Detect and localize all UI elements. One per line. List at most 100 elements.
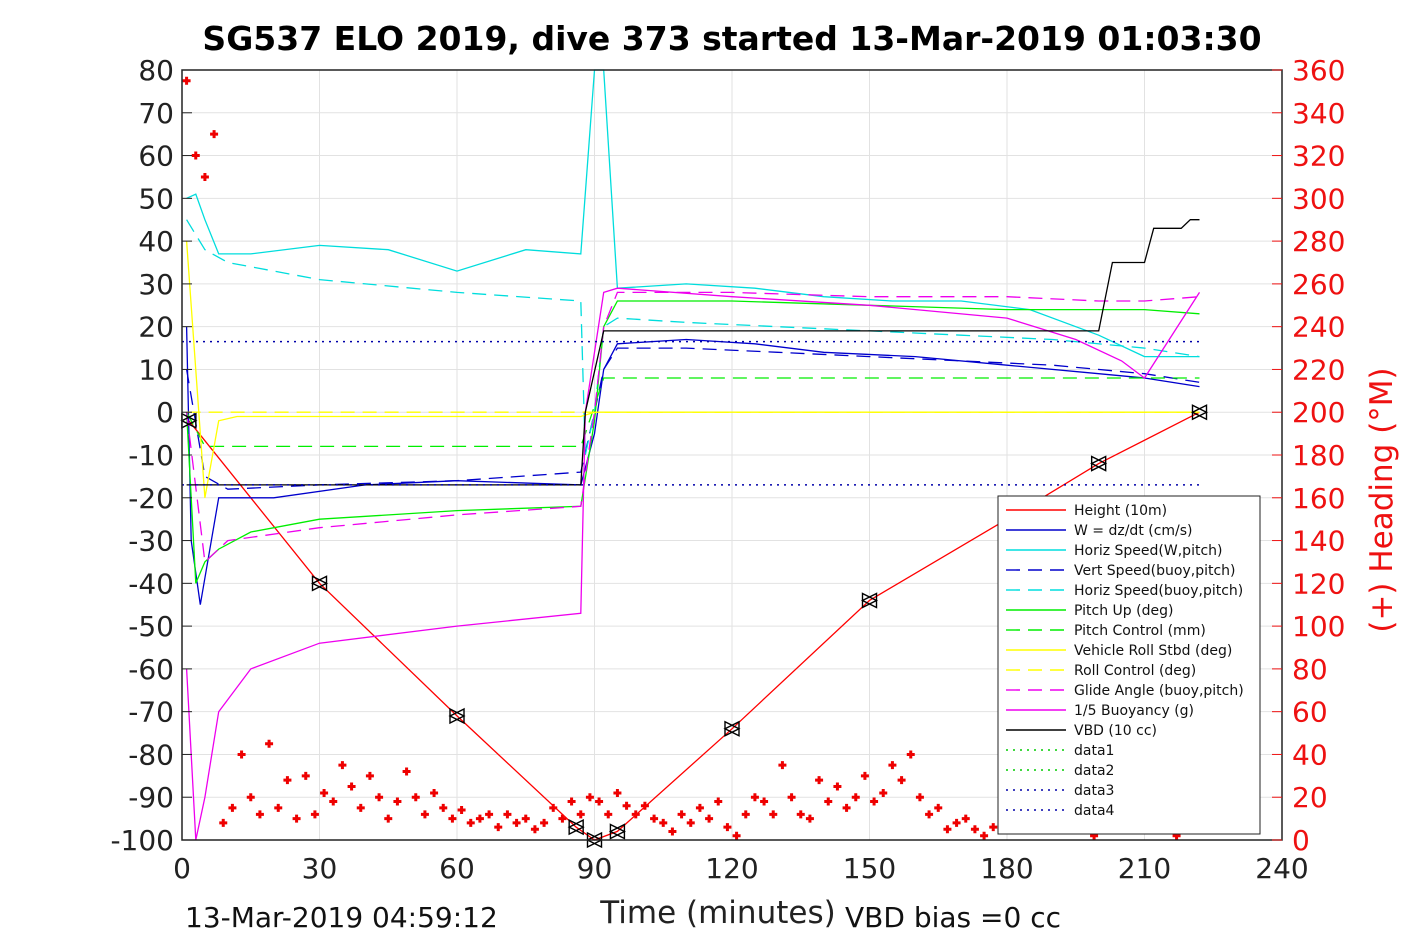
legend-entry: data4 <box>1074 803 1115 819</box>
heading-point <box>805 814 814 823</box>
left-tick-label: -40 <box>128 567 174 600</box>
right-tick-label: 340 <box>1292 97 1345 130</box>
heading-point <box>650 814 659 823</box>
right-tick-label: 180 <box>1292 439 1345 472</box>
series-line-10 <box>185 287 1201 841</box>
heading-point <box>888 761 897 770</box>
heading-point <box>475 814 484 823</box>
heading-point <box>659 818 668 827</box>
legend-entry: Roll Control (deg) <box>1074 663 1196 679</box>
height-triangle <box>723 720 741 737</box>
heading-point <box>576 810 585 819</box>
heading-point <box>961 814 970 823</box>
heading-point <box>530 825 539 834</box>
heading-point <box>430 788 439 797</box>
right-tick-label: 280 <box>1292 225 1345 258</box>
heading-point <box>310 810 319 819</box>
heading-point <box>851 793 860 802</box>
left-tick-label: 20 <box>138 311 174 344</box>
legend: Height (10m) W = dz/dt (cm/s) Horiz Speed(… <box>997 495 1261 835</box>
heading-point <box>182 76 191 85</box>
x-tick-label: 90 <box>577 852 613 885</box>
height-triangle <box>310 575 329 592</box>
heading-point <box>934 803 943 812</box>
heading-point <box>246 793 255 802</box>
heading-point <box>925 810 934 819</box>
legend-entry: Vehicle Roll Stbd (deg) <box>1074 643 1232 659</box>
heading-point <box>796 810 805 819</box>
right-tick-label: 240 <box>1292 311 1345 344</box>
legend-entry: 1/5 Buoyancy (g) <box>1074 703 1194 719</box>
legend-entry: Height (10m) <box>1074 503 1167 519</box>
right-tick-label: 200 <box>1292 396 1345 429</box>
heading-point <box>732 831 741 840</box>
heading-point <box>356 803 365 812</box>
right-tick-label: 100 <box>1292 610 1345 643</box>
height-triangle <box>1190 404 1209 421</box>
heading-point <box>760 797 769 806</box>
x-tick-label: 30 <box>302 852 338 885</box>
legend-entry: W = dz/dt (cm/s) <box>1074 523 1193 539</box>
left-tick-label: -100 <box>110 824 174 857</box>
heading-point <box>604 810 613 819</box>
heading-point <box>411 793 420 802</box>
heading-point <box>714 797 723 806</box>
heading-point <box>705 814 714 823</box>
heading-point <box>842 803 851 812</box>
heading-point <box>338 761 347 770</box>
heading-point <box>686 818 695 827</box>
heading-point <box>668 827 677 836</box>
heading-point <box>741 810 750 819</box>
heading-point <box>567 797 576 806</box>
heading-point <box>695 803 704 812</box>
heading-point <box>778 761 787 770</box>
height-triangle <box>860 592 879 609</box>
height-triangle <box>448 707 466 725</box>
heading-point <box>558 814 567 823</box>
heading-point <box>485 810 494 819</box>
left-tick-label: -90 <box>128 781 174 814</box>
x-axis-ticks: 0 30 60 90 120 150 180 210 240 <box>173 852 1309 885</box>
legend-entry: Horiz Speed(buoy,pitch) <box>1074 583 1243 599</box>
heading-point <box>494 823 503 832</box>
heading-point <box>595 797 604 806</box>
x-axis-label: Time (minutes) <box>599 895 835 931</box>
left-tick-label: 40 <box>138 225 174 258</box>
heading-point <box>200 172 209 181</box>
heading-point <box>210 130 219 139</box>
heading-point <box>457 806 466 815</box>
right-tick-label: 80 <box>1292 653 1328 686</box>
heading-point <box>833 782 842 791</box>
legend-entry: data3 <box>1074 783 1114 799</box>
series-line-4 <box>186 219 1200 456</box>
x-tick-label: 60 <box>439 852 475 885</box>
heading-point <box>265 739 274 748</box>
left-tick-label: 10 <box>138 353 174 386</box>
heading-point <box>989 823 998 832</box>
heading-point <box>787 793 796 802</box>
heading-point <box>824 797 833 806</box>
left-tick-label: -30 <box>128 525 174 558</box>
series-line-3 <box>185 347 1200 490</box>
heading-point <box>329 797 338 806</box>
heading-point <box>723 823 732 832</box>
heading-point <box>815 776 824 785</box>
right-tick-label: 320 <box>1292 140 1345 173</box>
heading-point <box>906 750 915 759</box>
height-triangle <box>608 823 626 840</box>
height-triangle <box>567 819 585 836</box>
right-tick-label: 300 <box>1292 182 1345 215</box>
legend-entry: data2 <box>1074 763 1114 779</box>
right-tick-label: 140 <box>1292 525 1345 558</box>
heading-point <box>860 771 869 780</box>
legend-entry: Glide Angle (buoy,pitch) <box>1074 683 1244 699</box>
heading-point <box>237 750 246 759</box>
right-axis-label: (+) Heading (°M) <box>1364 367 1400 632</box>
heading-point <box>301 771 310 780</box>
footer-vbd-bias: VBD bias =0 cc <box>845 901 1061 934</box>
heading-point <box>393 797 402 806</box>
heading-point <box>613 788 622 797</box>
right-tick-label: 60 <box>1292 696 1328 729</box>
left-tick-label: -50 <box>128 610 174 643</box>
